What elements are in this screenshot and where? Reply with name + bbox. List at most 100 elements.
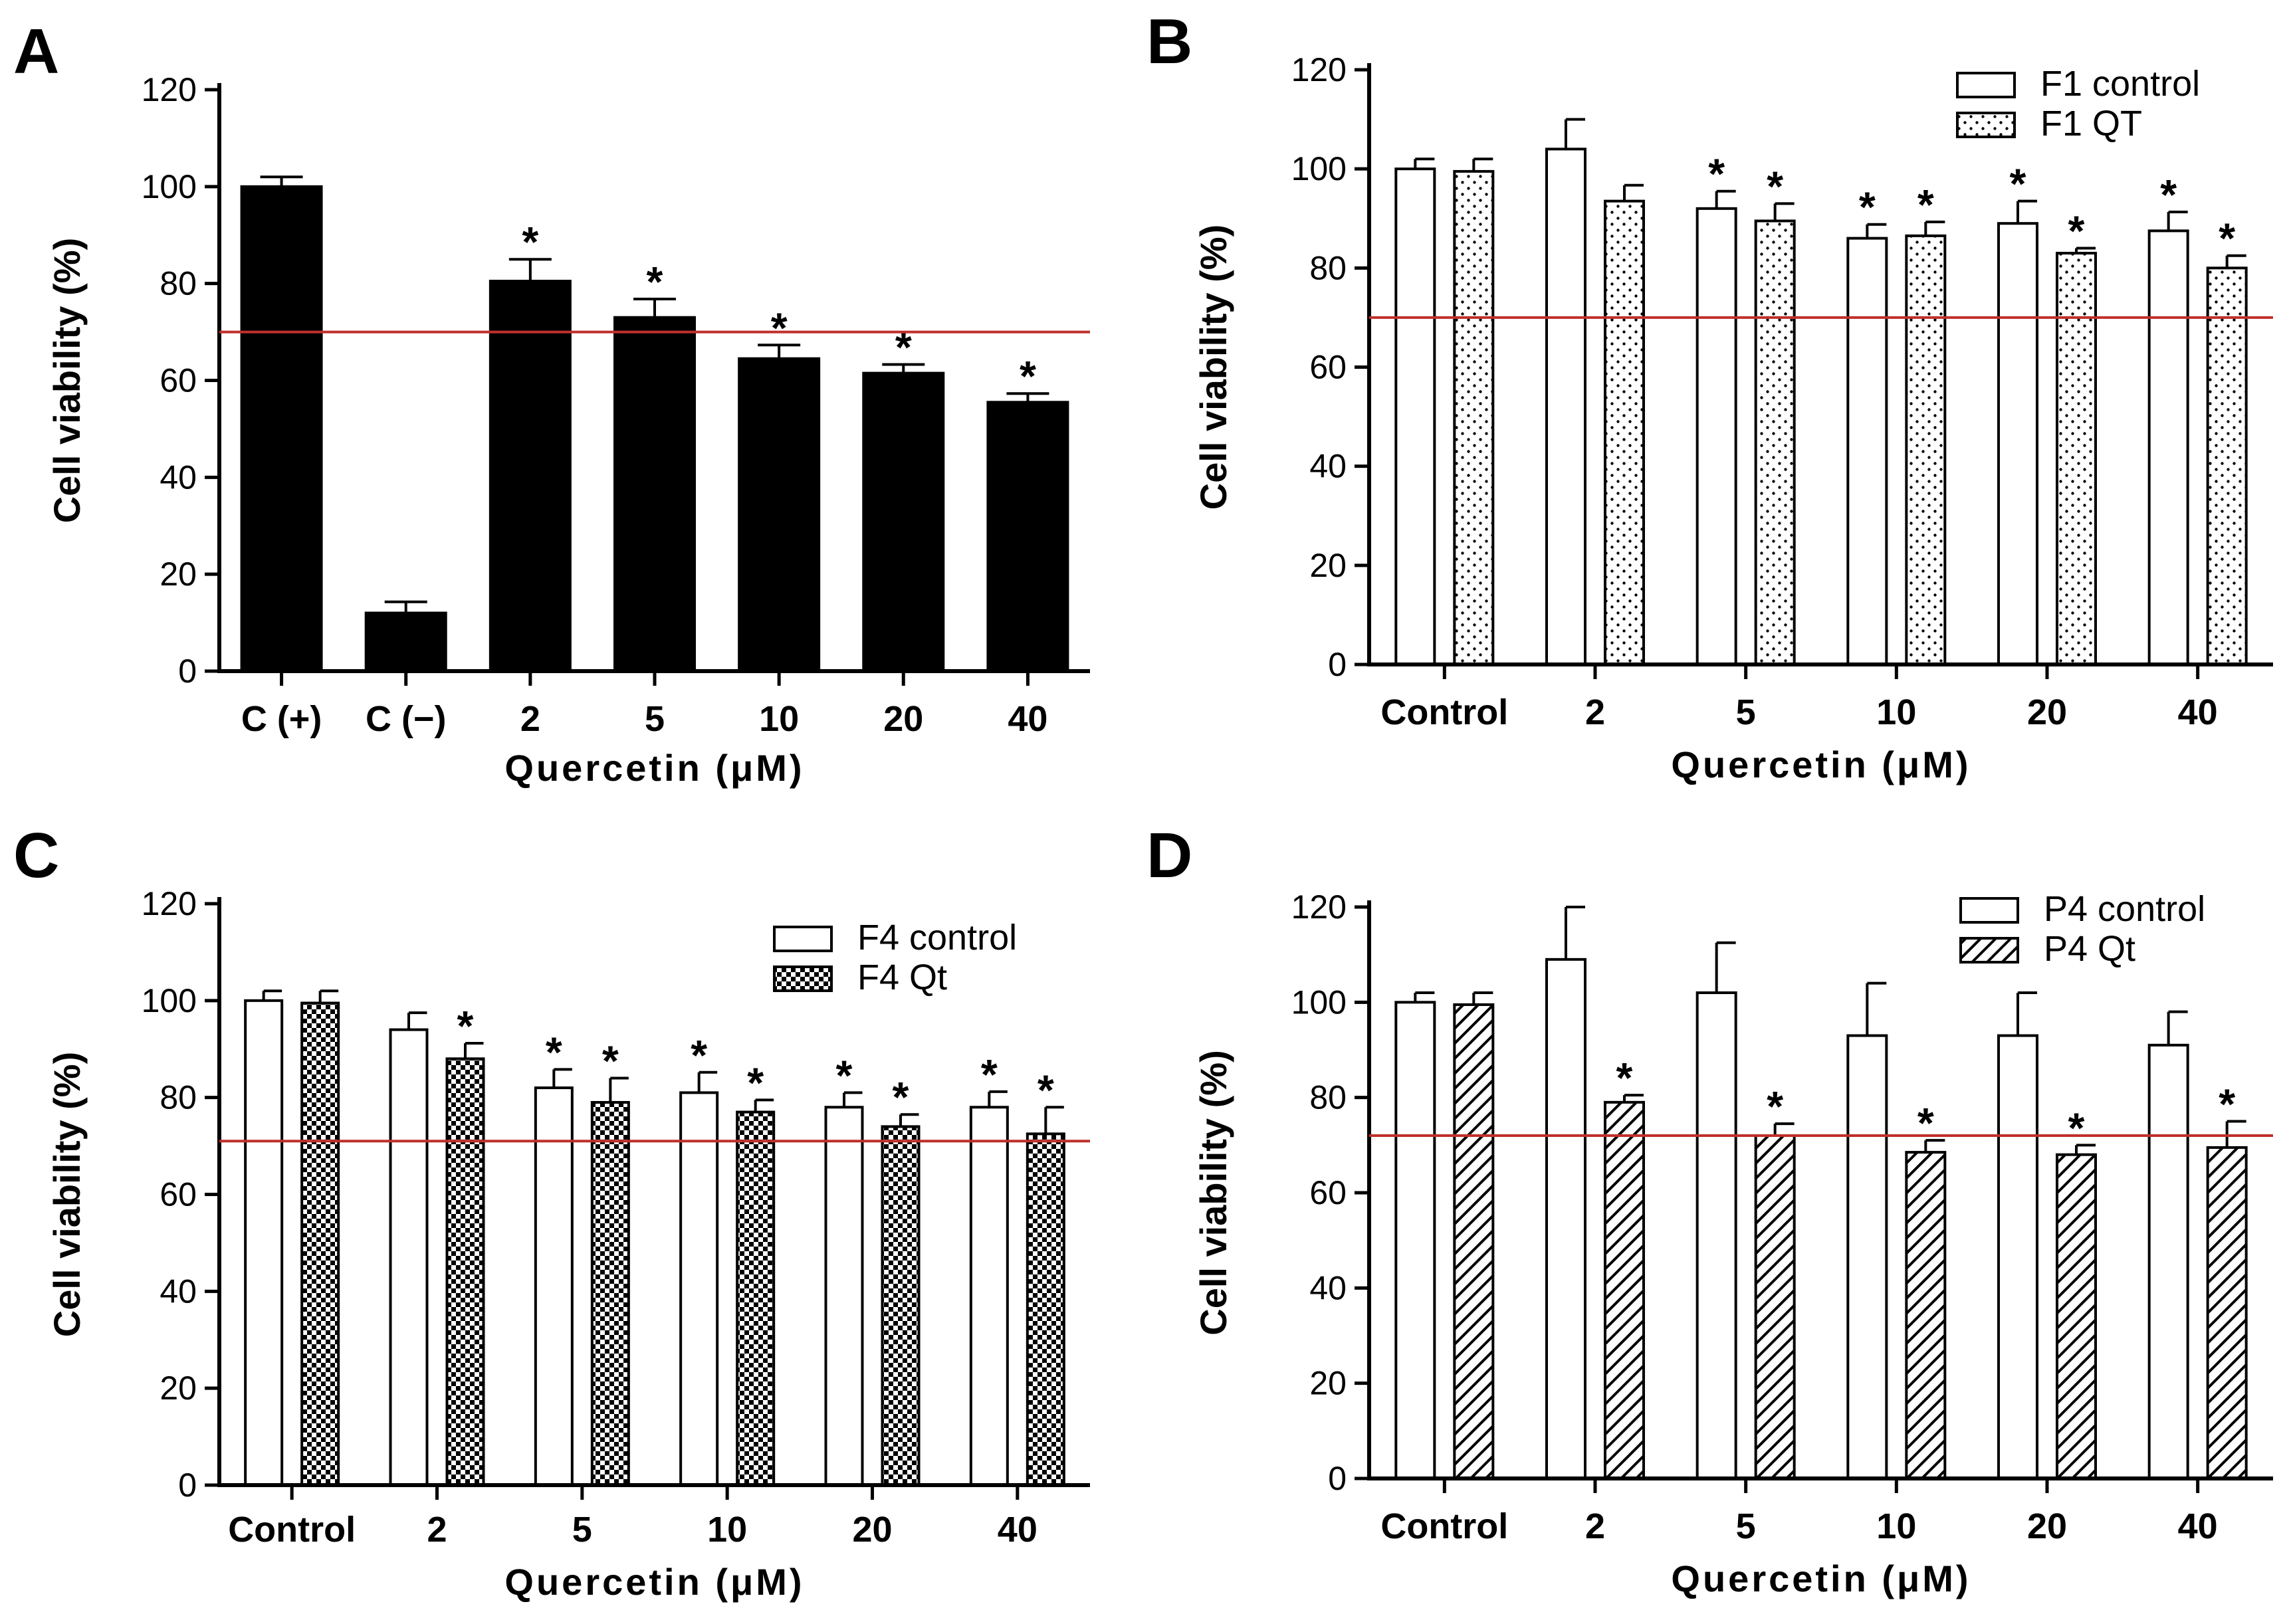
significance-star: * bbox=[1917, 1099, 1934, 1147]
bar bbox=[244, 999, 284, 1487]
significance-star: * bbox=[981, 1051, 998, 1098]
x-tick-label: 2 bbox=[427, 1510, 447, 1550]
panel-a: A 0 20 40 60 80 100 120 Cell viability (%) C (+) C… bbox=[13, 16, 1090, 789]
significance-star: * bbox=[893, 1073, 909, 1121]
bar bbox=[1545, 148, 1586, 666]
x-tick-label: 5 bbox=[572, 1510, 592, 1550]
x-tick-label: 20 bbox=[883, 699, 923, 739]
bar bbox=[300, 1001, 340, 1486]
bar bbox=[364, 611, 447, 672]
significance-star: * bbox=[2160, 171, 2177, 219]
x-tick-label: C (+) bbox=[241, 699, 322, 739]
bar bbox=[613, 316, 696, 673]
significance-star: * bbox=[1859, 183, 1876, 231]
y-tick-label: 40 bbox=[160, 458, 197, 496]
significance-star: * bbox=[2010, 160, 2026, 208]
y-tick-label: 0 bbox=[178, 1467, 197, 1504]
y-tick-label: 100 bbox=[142, 982, 197, 1019]
bar bbox=[738, 357, 821, 672]
bar bbox=[1453, 169, 1495, 666]
bar bbox=[881, 1125, 921, 1486]
legend-swatch bbox=[773, 965, 833, 992]
x-axis-title: Quercetin (μM) bbox=[1671, 744, 1971, 785]
x-axis-title: Quercetin (μM) bbox=[504, 747, 804, 789]
legend-swatch bbox=[1956, 72, 2016, 98]
y-tick-label: 0 bbox=[1328, 1460, 1347, 1497]
bar bbox=[736, 1110, 776, 1486]
significance-star: * bbox=[1616, 1054, 1633, 1102]
bar bbox=[1695, 991, 1737, 1480]
x-tick-label: 5 bbox=[645, 699, 665, 739]
significance-star: * bbox=[457, 1002, 474, 1050]
legend-label: P4 control bbox=[2044, 889, 2205, 929]
legend-label: F1 control bbox=[2040, 64, 2200, 104]
legend-swatch bbox=[1956, 112, 2016, 138]
bar bbox=[1846, 1034, 1888, 1480]
y-tick-label: 60 bbox=[160, 362, 197, 399]
significance-star: * bbox=[2219, 215, 2235, 262]
bar bbox=[1905, 234, 1947, 666]
bar bbox=[445, 1057, 485, 1487]
significance-star: * bbox=[1708, 150, 1725, 198]
bar bbox=[1394, 1001, 1436, 1480]
y-tick-label: 60 bbox=[1309, 349, 1347, 386]
y-tick-label: 20 bbox=[1309, 1365, 1347, 1402]
significance-star: * bbox=[2068, 1104, 2085, 1152]
bar bbox=[1026, 1132, 1065, 1486]
bar bbox=[534, 1086, 574, 1487]
y-tick-label: 60 bbox=[160, 1176, 197, 1213]
bar bbox=[2147, 229, 2189, 666]
panel-letter: A bbox=[13, 16, 59, 87]
panel-letter: B bbox=[1146, 6, 1192, 77]
legend-label: F4 Qt bbox=[857, 958, 947, 997]
panel-letter: D bbox=[1146, 820, 1192, 891]
x-tick-label: 10 bbox=[707, 1510, 747, 1550]
x-tick-label: C (−) bbox=[366, 699, 447, 739]
significance-star: * bbox=[2219, 1080, 2235, 1128]
legend-label: F4 control bbox=[857, 918, 1017, 958]
y-tick-label: 120 bbox=[142, 71, 197, 108]
x-tick-label: Control bbox=[1380, 1506, 1508, 1546]
bar bbox=[969, 1106, 1009, 1486]
bar bbox=[679, 1091, 719, 1486]
bar bbox=[240, 185, 323, 673]
y-tick-label: 40 bbox=[1309, 448, 1347, 485]
significance-star: * bbox=[895, 323, 912, 371]
y-tick-label: 120 bbox=[1291, 51, 1347, 88]
y-tick-label: 120 bbox=[142, 885, 197, 922]
y-tick-label: 100 bbox=[1291, 150, 1347, 187]
y-tick-label: 120 bbox=[1291, 888, 1347, 926]
bar bbox=[1754, 219, 1796, 666]
significance-star: * bbox=[546, 1028, 562, 1076]
y-tick-label: 20 bbox=[1309, 547, 1347, 584]
bar bbox=[489, 280, 572, 673]
y-tick-label: 20 bbox=[160, 556, 197, 593]
bar bbox=[1453, 1003, 1495, 1480]
x-tick-label: Control bbox=[1380, 692, 1508, 732]
y-tick-label: 60 bbox=[1309, 1174, 1347, 1211]
significance-star: * bbox=[602, 1037, 619, 1085]
x-tick-label: 40 bbox=[2178, 692, 2218, 732]
panel-letter: C bbox=[13, 820, 59, 891]
y-tick-label: 80 bbox=[160, 1079, 197, 1116]
significance-star: * bbox=[747, 1059, 764, 1106]
bar bbox=[1997, 1034, 2038, 1480]
x-tick-label: 2 bbox=[1585, 692, 1605, 732]
bar bbox=[1695, 207, 1737, 666]
legend-swatch bbox=[773, 926, 833, 952]
x-tick-label: Control bbox=[228, 1510, 356, 1550]
bar bbox=[1905, 1151, 1947, 1480]
bar bbox=[1754, 1134, 1796, 1480]
significance-star: * bbox=[836, 1051, 853, 1099]
bar bbox=[389, 1028, 429, 1487]
x-axis-title: Quercetin (μM) bbox=[504, 1561, 804, 1603]
significance-star: * bbox=[2068, 207, 2085, 255]
bar bbox=[862, 371, 945, 672]
bar bbox=[1846, 237, 1888, 666]
y-tick-label: 40 bbox=[1309, 1269, 1347, 1306]
y-tick-label: 0 bbox=[178, 653, 197, 690]
bar bbox=[1394, 167, 1436, 666]
panel-d: D 0 20 40 60 80 100 120 Cell viability (%) Contro… bbox=[1146, 820, 2273, 1599]
